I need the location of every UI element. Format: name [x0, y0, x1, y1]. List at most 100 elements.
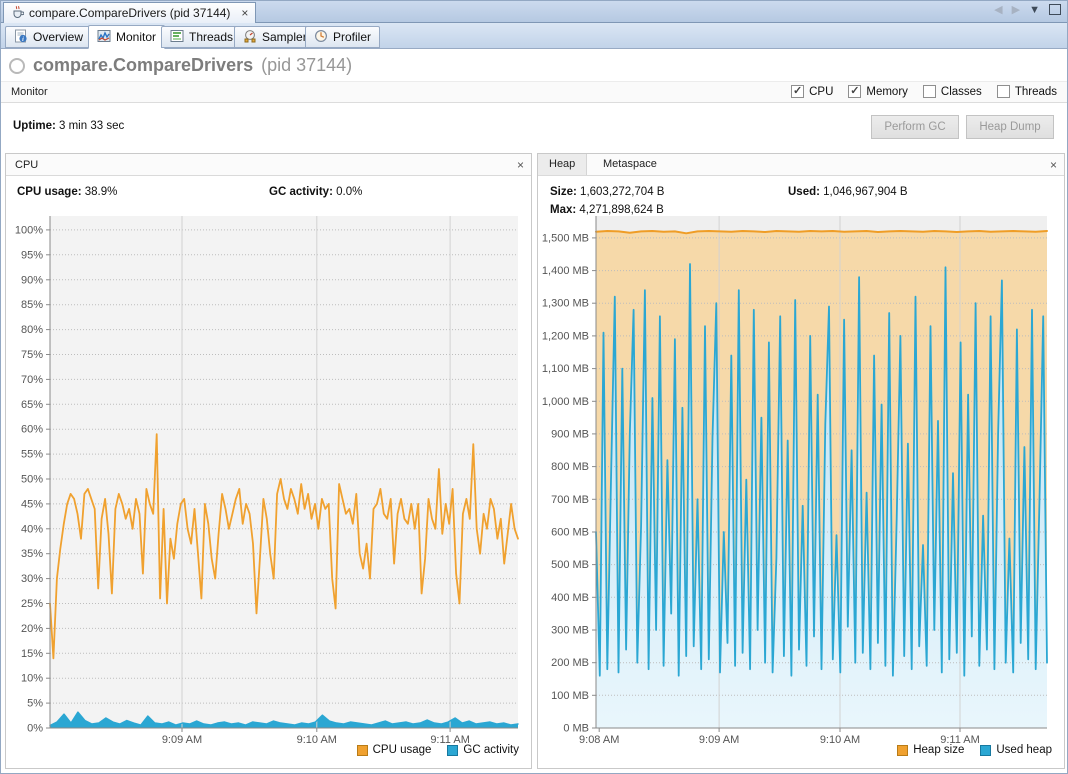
profiler-icon: [314, 29, 328, 46]
tab-profiler-label: Profiler: [333, 30, 372, 44]
svg-text:9:11 AM: 9:11 AM: [940, 734, 980, 746]
svg-text:900 MB: 900 MB: [551, 428, 589, 440]
checkbox-label: Threads: [1014, 85, 1057, 98]
cpu-panel-title: CPU: [15, 159, 39, 171]
svg-text:0%: 0%: [27, 723, 43, 735]
svg-text:9:10 AM: 9:10 AM: [820, 734, 860, 746]
tab-sampler[interactable]: Sampler: [234, 26, 316, 48]
checkbox-label: Classes: [940, 85, 982, 98]
legend-swatch: [897, 744, 909, 756]
svg-text:30%: 30%: [21, 573, 43, 585]
legend-label: CPU usage: [372, 744, 432, 756]
svg-text:200 MB: 200 MB: [551, 657, 589, 669]
svg-text:600 MB: 600 MB: [551, 527, 589, 539]
heap-used-stat: Used: 1,046,967,904 B: [788, 186, 908, 198]
action-buttons: Perform GC Heap Dump: [871, 115, 1054, 139]
svg-text:15%: 15%: [21, 648, 43, 660]
tab-threads-label: Threads: [189, 30, 234, 44]
svg-text:9:10 AM: 9:10 AM: [297, 734, 337, 746]
svg-text:90%: 90%: [21, 274, 43, 286]
svg-text:40%: 40%: [21, 523, 43, 535]
svg-text:9:11 AM: 9:11 AM: [430, 734, 470, 746]
scroll-right-icon[interactable]: ▶: [1011, 4, 1021, 16]
svg-text:1,200 MB: 1,200 MB: [542, 330, 589, 342]
section-label: Monitor: [11, 86, 48, 98]
checkbox-threads[interactable]: Threads: [996, 85, 1057, 98]
overview-icon: i: [14, 29, 28, 46]
tab-strip-controls: ◀ ▶ ▼: [994, 3, 1061, 16]
cpu-chart: 0% 5% 10% 15% 20% 25% 30% 35% 40% 45% 50% 55% 60% 65%…: [8, 210, 527, 750]
checkbox-memory[interactable]: ✓ Memory: [848, 85, 908, 98]
monitor-section-bar: Monitor ✓ CPU ✓ Memory Classes Threads: [1, 81, 1067, 103]
svg-text:60%: 60%: [21, 424, 43, 436]
legend-item: GC activity: [447, 744, 519, 756]
heap-size-value: 1,603,272,704 B: [580, 186, 665, 198]
tab-threads[interactable]: Threads: [161, 26, 243, 48]
checkbox-box[interactable]: [996, 85, 1010, 98]
document-tab[interactable]: compare.CompareDrivers (pid 37144) ×: [3, 2, 257, 23]
svg-text:1,300 MB: 1,300 MB: [542, 298, 589, 310]
svg-text:65%: 65%: [21, 399, 43, 411]
checkbox-classes[interactable]: Classes: [922, 85, 982, 98]
heap-used-label: Used:: [788, 186, 820, 198]
cpu-panel-header: CPU ×: [6, 154, 531, 176]
svg-text:50%: 50%: [21, 474, 43, 486]
tab-profiler[interactable]: Profiler: [305, 26, 381, 48]
svg-text:1,500 MB: 1,500 MB: [542, 232, 589, 244]
tab-sampler-label: Sampler: [262, 30, 307, 44]
legend-swatch: [980, 744, 992, 756]
checkbox-cpu[interactable]: ✓ CPU: [791, 85, 833, 98]
threads-icon: [170, 29, 184, 46]
sampler-icon: [243, 29, 257, 46]
heap-dump-button[interactable]: Heap Dump: [966, 115, 1054, 139]
legend-item: Heap size: [897, 744, 964, 756]
view-tab-strip: i Overview Monitor Threads Sampler Profi…: [1, 23, 1067, 49]
cpu-usage-value: 38.9%: [84, 186, 118, 198]
app-pid: (pid 37144): [261, 55, 353, 75]
close-icon[interactable]: ×: [516, 158, 524, 172]
checkbox-box[interactable]: [922, 85, 936, 98]
svg-text:300 MB: 300 MB: [551, 625, 589, 637]
svg-text:500 MB: 500 MB: [551, 559, 589, 571]
svg-text:70%: 70%: [21, 374, 43, 386]
checkbox-box[interactable]: ✓: [791, 85, 805, 98]
legend-label: GC activity: [463, 744, 519, 756]
maximize-icon[interactable]: [1049, 4, 1061, 15]
tab-list-dropdown-icon[interactable]: ▼: [1029, 3, 1040, 16]
gc-activity-stat: GC activity: 0.0%: [269, 186, 362, 198]
svg-text:1,100 MB: 1,100 MB: [542, 363, 589, 375]
svg-text:45%: 45%: [21, 498, 43, 510]
svg-text:5%: 5%: [27, 698, 43, 710]
svg-text:85%: 85%: [21, 299, 43, 311]
svg-text:80%: 80%: [21, 324, 43, 336]
monitor-icon: [97, 29, 111, 46]
uptime: Uptime: 3 min 33 sec: [13, 120, 124, 132]
heap-chart: 0 MB 100 MB 200 MB 300 MB 400 MB 500 MB 600 MB…: [540, 210, 1062, 748]
perform-gc-button[interactable]: Perform GC: [871, 115, 959, 139]
document-tab-strip: compare.CompareDrivers (pid 37144) × ◀ ▶…: [1, 1, 1067, 23]
svg-text:35%: 35%: [21, 548, 43, 560]
svg-text:1,400 MB: 1,400 MB: [542, 265, 589, 277]
close-icon[interactable]: ×: [241, 6, 249, 20]
heap-used-value: 1,046,967,904 B: [823, 186, 908, 198]
heap-size-label: Size:: [550, 186, 577, 198]
svg-text:75%: 75%: [21, 349, 43, 361]
tab-monitor[interactable]: Monitor: [88, 25, 166, 49]
tab-overview[interactable]: i Overview: [5, 26, 93, 48]
tab-monitor-label: Monitor: [116, 30, 157, 44]
close-icon[interactable]: ×: [1049, 158, 1057, 172]
uptime-label: Uptime:: [13, 120, 56, 132]
tab-heap[interactable]: Heap: [538, 154, 588, 175]
svg-text:100 MB: 100 MB: [551, 690, 589, 702]
page-title: compare.CompareDrivers (pid 37144): [9, 55, 352, 76]
legend-swatch: [356, 744, 368, 756]
document-tab-label: compare.CompareDrivers (pid 37144): [29, 6, 231, 20]
tab-metaspace[interactable]: Metaspace: [603, 158, 657, 170]
scroll-left-icon[interactable]: ◀: [994, 4, 1003, 16]
cpu-panel: CPU × CPU usage: 38.9% GC activity: 0.0%…: [5, 153, 532, 769]
legend-label: Used heap: [996, 744, 1052, 756]
checkbox-box[interactable]: ✓: [848, 85, 862, 98]
legend-item: CPU usage: [356, 744, 432, 756]
svg-text:9:09 AM: 9:09 AM: [162, 734, 202, 746]
